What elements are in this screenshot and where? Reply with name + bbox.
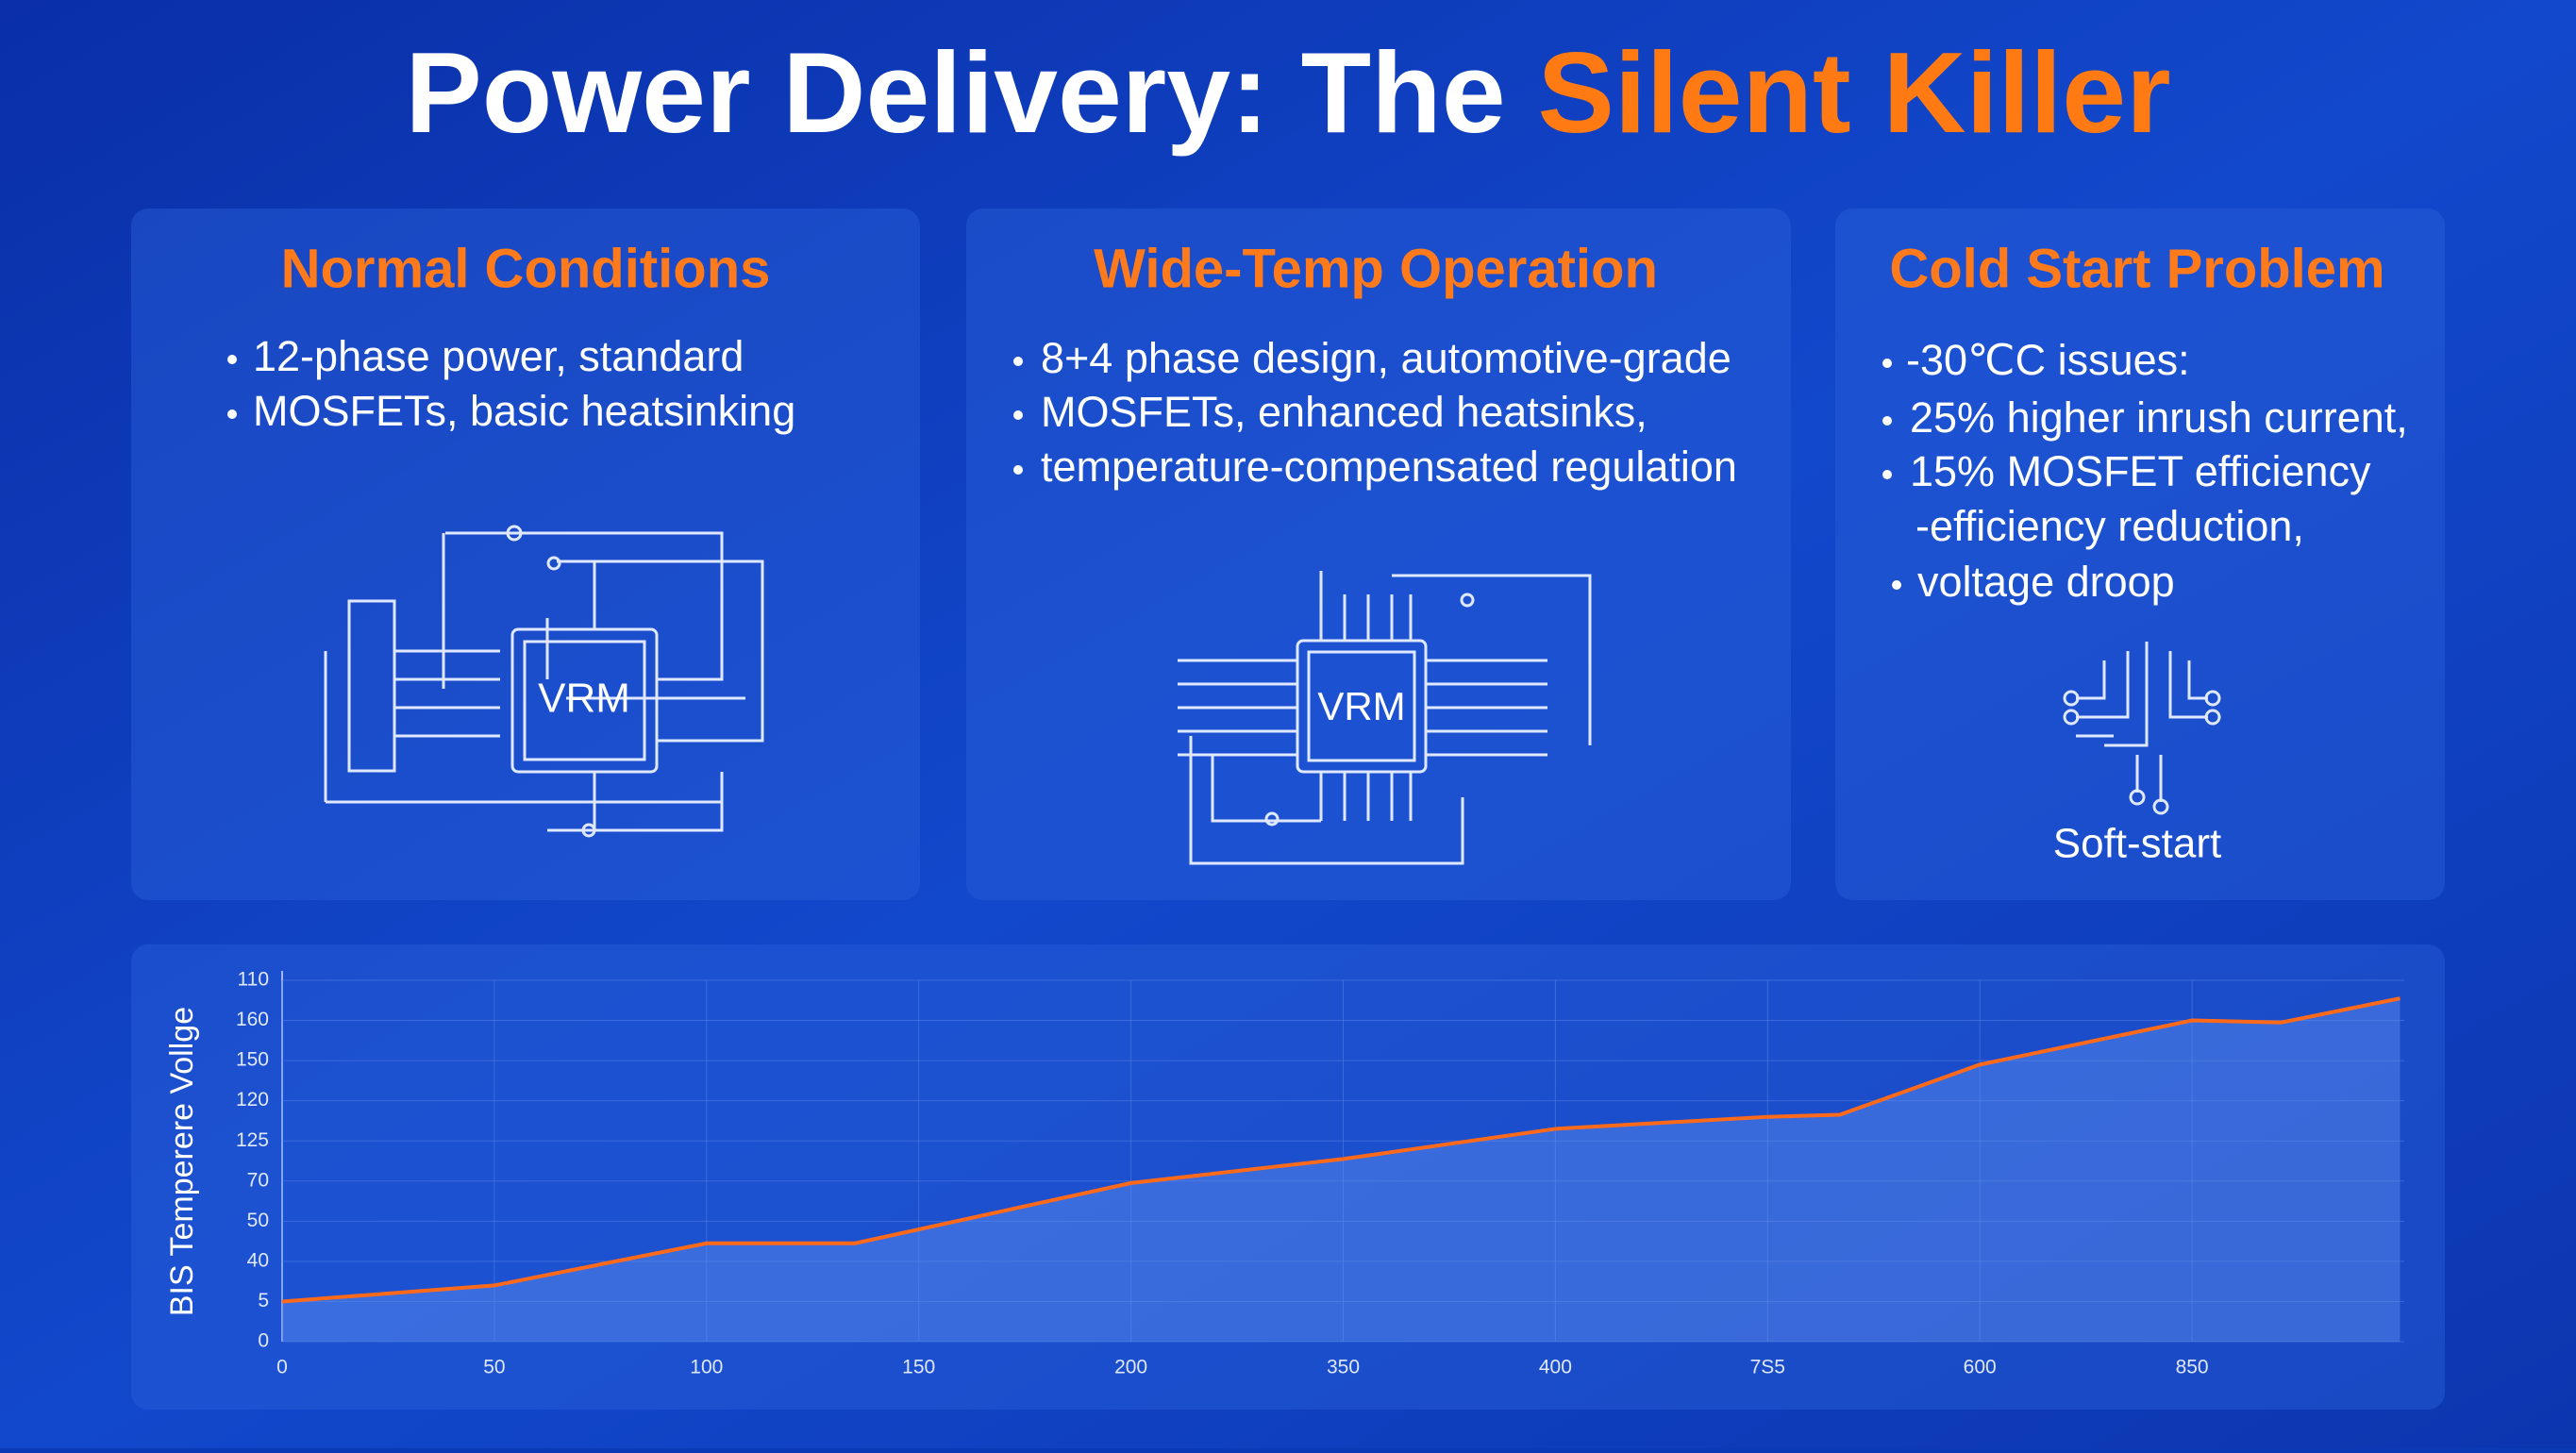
bullet [227,355,237,364]
chip-label: VRM [538,676,630,722]
x-tick-label: 150 [902,1357,935,1378]
bullet-text: 8+4 phase design, automotive-grade [1041,334,1731,382]
bullet-text: temperature-compensated regulation [1041,443,1737,491]
chip-label: VRM [1317,684,1405,728]
x-tick-label: 400 [1539,1357,1572,1378]
icon-label: Soft-start [2053,821,2222,867]
x-tick-label: 50 [483,1357,505,1378]
bullet-text: 15% MOSFET efficiency [1910,447,2371,495]
bullet [1882,470,1892,479]
panel [966,209,1791,900]
y-tick-label: 5 [258,1290,269,1311]
bullet [1013,357,1023,366]
x-tick-label: 7S5 [1750,1357,1785,1378]
y-tick-label: 150 [236,1049,269,1071]
x-tick-label: 850 [2176,1357,2209,1378]
vrm-diagram [324,525,764,838]
panel [1835,209,2445,900]
y-tick-label: 160 [236,1009,269,1030]
bullet [1882,359,1892,368]
x-tick-label: 0 [276,1357,288,1378]
bullet-text: -efficiency reduction, [1915,502,2304,550]
line [281,996,2400,1304]
y-tick-label: 125 [236,1129,269,1151]
x-tick-label: 600 [1964,1357,1997,1378]
y-tick-label: 120 [236,1089,269,1111]
y-axis-label: BIS Temperere Vollge [164,1007,200,1316]
panel-heading: Normal Conditions [281,238,771,299]
y-tick-label: 50 [247,1210,269,1231]
vrm-diagram [1178,571,1592,865]
bullet [227,409,237,419]
title-text: Power Delivery: The [405,28,1537,157]
bullet [1892,580,1901,590]
area [282,998,2400,1342]
bullet [1013,410,1023,420]
bullet-text: MOSFETs, enhanced heatsinks, [1041,388,1648,436]
panel-heading: Cold Start Problem [1889,238,2384,299]
soft-start-icon [2063,642,2221,815]
bullet-text: MOSFETs, basic heatsinking [253,387,795,435]
y-tick-label: 70 [247,1169,269,1191]
panel-heading: Wide-Temp Operation [1094,238,1658,299]
x-tick-label: 100 [690,1357,723,1378]
bullet-text: 25% higher inrush current, [1910,393,2408,442]
bullet-text: 12-phase power, standard [253,332,744,380]
y-tick-label: 40 [247,1249,269,1271]
x-tick-label: 200 [1114,1357,1147,1378]
bullet [1013,465,1023,475]
panel [131,209,920,900]
y-tick-label: 0 [258,1330,269,1352]
y-tick-label: 110 [238,969,269,991]
bullet-text: voltage droop [1917,558,2175,606]
bullet [1882,416,1892,426]
bullet-text: -30℃C issues: [1906,336,2190,384]
title-highlight: Silent Killer [1537,28,2170,157]
title: Power Delivery: The Silent Killer [405,28,2170,157]
x-tick-label: 350 [1327,1357,1360,1378]
